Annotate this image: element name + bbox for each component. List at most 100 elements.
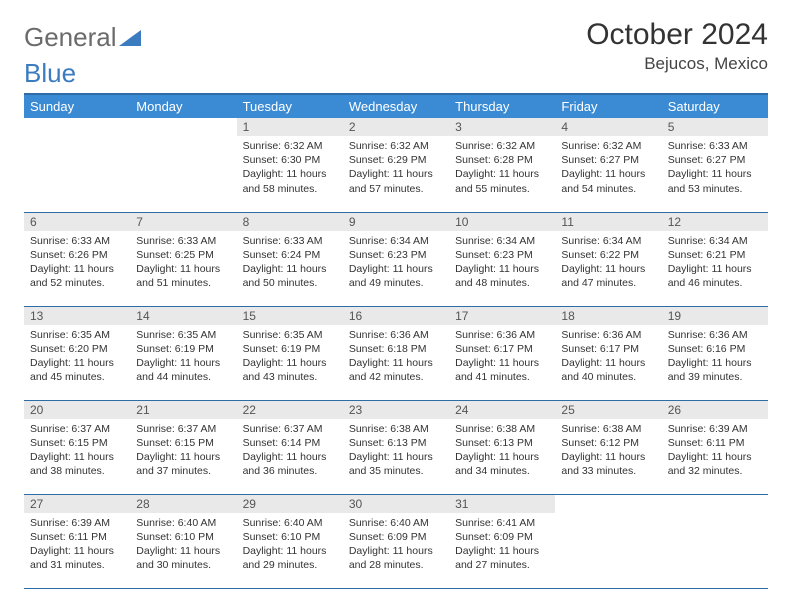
daylight-text: Daylight: 11 hours and 38 minutes.: [30, 450, 124, 478]
calendar-cell: 12Sunrise: 6:34 AMSunset: 6:21 PMDayligh…: [662, 212, 768, 306]
day-number: 1: [237, 118, 343, 136]
daylight-text: Daylight: 11 hours and 35 minutes.: [349, 450, 443, 478]
sunrise-text: Sunrise: 6:33 AM: [136, 234, 230, 248]
daylight-text: Daylight: 11 hours and 37 minutes.: [136, 450, 230, 478]
day-body: Sunrise: 6:33 AMSunset: 6:26 PMDaylight:…: [24, 231, 130, 295]
sunrise-text: Sunrise: 6:36 AM: [561, 328, 655, 342]
sunset-text: Sunset: 6:09 PM: [455, 530, 549, 544]
calendar-cell: 15Sunrise: 6:35 AMSunset: 6:19 PMDayligh…: [237, 306, 343, 400]
day-body: Sunrise: 6:38 AMSunset: 6:13 PMDaylight:…: [343, 419, 449, 483]
calendar-cell: [662, 494, 768, 588]
sunrise-text: Sunrise: 6:38 AM: [455, 422, 549, 436]
day-number: 29: [237, 495, 343, 513]
daylight-text: Daylight: 11 hours and 41 minutes.: [455, 356, 549, 384]
sunrise-text: Sunrise: 6:41 AM: [455, 516, 549, 530]
sunrise-text: Sunrise: 6:40 AM: [349, 516, 443, 530]
logo-triangle-icon: [119, 28, 141, 48]
daylight-text: Daylight: 11 hours and 44 minutes.: [136, 356, 230, 384]
sunset-text: Sunset: 6:20 PM: [30, 342, 124, 356]
daylight-text: Daylight: 11 hours and 30 minutes.: [136, 544, 230, 572]
day-number: 28: [130, 495, 236, 513]
sunrise-text: Sunrise: 6:35 AM: [30, 328, 124, 342]
calendar-cell: 19Sunrise: 6:36 AMSunset: 6:16 PMDayligh…: [662, 306, 768, 400]
daylight-text: Daylight: 11 hours and 58 minutes.: [243, 167, 337, 195]
calendar-cell: 27Sunrise: 6:39 AMSunset: 6:11 PMDayligh…: [24, 494, 130, 588]
calendar-cell: 21Sunrise: 6:37 AMSunset: 6:15 PMDayligh…: [130, 400, 236, 494]
sunset-text: Sunset: 6:19 PM: [136, 342, 230, 356]
day-number: 19: [662, 307, 768, 325]
sunrise-text: Sunrise: 6:32 AM: [349, 139, 443, 153]
day-number: 27: [24, 495, 130, 513]
day-body: Sunrise: 6:33 AMSunset: 6:25 PMDaylight:…: [130, 231, 236, 295]
dow-wednesday: Wednesday: [343, 94, 449, 118]
daylight-text: Daylight: 11 hours and 40 minutes.: [561, 356, 655, 384]
sunset-text: Sunset: 6:24 PM: [243, 248, 337, 262]
day-number: 21: [130, 401, 236, 419]
daylight-text: Daylight: 11 hours and 32 minutes.: [668, 450, 762, 478]
sunset-text: Sunset: 6:25 PM: [136, 248, 230, 262]
day-number: 22: [237, 401, 343, 419]
sunset-text: Sunset: 6:28 PM: [455, 153, 549, 167]
sunrise-text: Sunrise: 6:36 AM: [455, 328, 549, 342]
day-body: Sunrise: 6:32 AMSunset: 6:27 PMDaylight:…: [555, 136, 661, 200]
day-body: Sunrise: 6:39 AMSunset: 6:11 PMDaylight:…: [24, 513, 130, 577]
calendar-cell: 22Sunrise: 6:37 AMSunset: 6:14 PMDayligh…: [237, 400, 343, 494]
day-number: 6: [24, 213, 130, 231]
calendar-cell: 7Sunrise: 6:33 AMSunset: 6:25 PMDaylight…: [130, 212, 236, 306]
sunrise-text: Sunrise: 6:33 AM: [668, 139, 762, 153]
dow-saturday: Saturday: [662, 94, 768, 118]
calendar-cell: [24, 118, 130, 212]
day-body: Sunrise: 6:35 AMSunset: 6:20 PMDaylight:…: [24, 325, 130, 389]
day-body: Sunrise: 6:37 AMSunset: 6:15 PMDaylight:…: [24, 419, 130, 483]
calendar-cell: 31 Sunrise: 6:41 AMSunset: 6:09 PMDayligh…: [449, 494, 555, 588]
day-number: 3: [449, 118, 555, 136]
calendar-cell: 23Sunrise: 6:38 AMSunset: 6:13 PMDayligh…: [343, 400, 449, 494]
day-number: 8: [237, 213, 343, 231]
sunrise-text: Sunrise: 6:36 AM: [668, 328, 762, 342]
sunrise-text: Sunrise: 6:37 AM: [243, 422, 337, 436]
day-body: Sunrise: 6:34 AMSunset: 6:22 PMDaylight:…: [555, 231, 661, 295]
calendar-cell: 24Sunrise: 6:38 AMSunset: 6:13 PMDayligh…: [449, 400, 555, 494]
daylight-text: Daylight: 11 hours and 45 minutes.: [30, 356, 124, 384]
day-number: 11: [555, 213, 661, 231]
calendar-cell: 3 Sunrise: 6:32 AMSunset: 6:28 PMDaylight…: [449, 118, 555, 212]
sunrise-text: Sunrise: 6:32 AM: [243, 139, 337, 153]
daylight-text: Daylight: 11 hours and 27 minutes.: [455, 544, 549, 572]
month-title: October 2024: [586, 18, 768, 52]
calendar-cell: 28 Sunrise: 6:40 AMSunset: 6:10 PMDayligh…: [130, 494, 236, 588]
daylight-text: Daylight: 11 hours and 43 minutes.: [243, 356, 337, 384]
calendar-week: 20Sunrise: 6:37 AMSunset: 6:15 PMDayligh…: [24, 400, 768, 494]
sunset-text: Sunset: 6:11 PM: [668, 436, 762, 450]
sunset-text: Sunset: 6:12 PM: [561, 436, 655, 450]
day-number: 9: [343, 213, 449, 231]
sunrise-text: Sunrise: 6:33 AM: [243, 234, 337, 248]
daylight-text: Daylight: 11 hours and 55 minutes.: [455, 167, 549, 195]
daylight-text: Daylight: 11 hours and 33 minutes.: [561, 450, 655, 478]
daylight-text: Daylight: 11 hours and 50 minutes.: [243, 262, 337, 290]
sunrise-text: Sunrise: 6:33 AM: [30, 234, 124, 248]
sunset-text: Sunset: 6:27 PM: [668, 153, 762, 167]
calendar-week: 1Sunrise: 6:32 AMSunset: 6:30 PMDaylight…: [24, 118, 768, 212]
calendar-cell: 25Sunrise: 6:38 AMSunset: 6:12 PMDayligh…: [555, 400, 661, 494]
day-body: Sunrise: 6:37 AMSunset: 6:15 PMDaylight:…: [130, 419, 236, 483]
day-body: Sunrise: 6:40 AMSunset: 6:10 PMDaylight:…: [237, 513, 343, 577]
daylight-text: Daylight: 11 hours and 34 minutes.: [455, 450, 549, 478]
sunrise-text: Sunrise: 6:35 AM: [136, 328, 230, 342]
calendar-cell: 18Sunrise: 6:36 AMSunset: 6:17 PMDayligh…: [555, 306, 661, 400]
sunrise-text: Sunrise: 6:35 AM: [243, 328, 337, 342]
daylight-text: Daylight: 11 hours and 53 minutes.: [668, 167, 762, 195]
calendar-cell: 6Sunrise: 6:33 AMSunset: 6:26 PMDaylight…: [24, 212, 130, 306]
sunset-text: Sunset: 6:15 PM: [30, 436, 124, 450]
calendar-cell: 10Sunrise: 6:34 AMSunset: 6:23 PMDayligh…: [449, 212, 555, 306]
day-body: Sunrise: 6:36 AMSunset: 6:16 PMDaylight:…: [662, 325, 768, 389]
day-number: 2: [343, 118, 449, 136]
sunrise-text: Sunrise: 6:37 AM: [136, 422, 230, 436]
sunset-text: Sunset: 6:30 PM: [243, 153, 337, 167]
calendar-cell: 9Sunrise: 6:34 AMSunset: 6:23 PMDaylight…: [343, 212, 449, 306]
sunrise-text: Sunrise: 6:32 AM: [455, 139, 549, 153]
day-number: 31: [449, 495, 555, 513]
sunset-text: Sunset: 6:10 PM: [136, 530, 230, 544]
sunrise-text: Sunrise: 6:40 AM: [136, 516, 230, 530]
daylight-text: Daylight: 11 hours and 48 minutes.: [455, 262, 549, 290]
day-body: Sunrise: 6:33 AMSunset: 6:27 PMDaylight:…: [662, 136, 768, 200]
